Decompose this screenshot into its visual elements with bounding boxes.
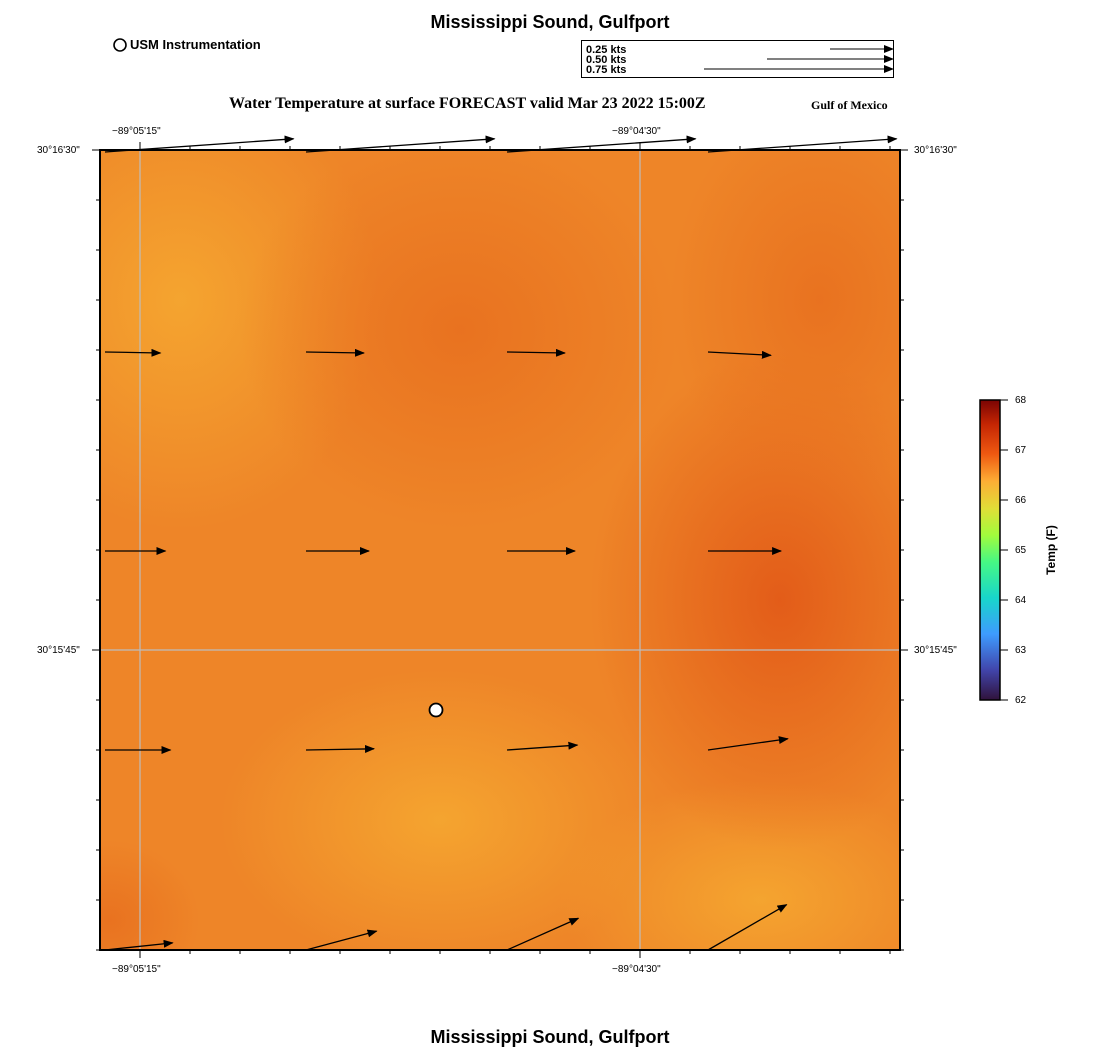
map-subtitle: Water Temperature at surface FORECAST va… xyxy=(229,95,706,112)
lon-tick-bottom-1: −89°05'15" xyxy=(112,964,161,975)
vector-scale-label-3: 0.75 kts xyxy=(586,64,627,76)
colorbar-tick-62: 62 xyxy=(1015,695,1027,706)
vector-scale-label-2: 0.50 kts xyxy=(586,54,627,66)
current-vector-arrow xyxy=(707,904,788,951)
station-legend: USM Instrumentation xyxy=(113,37,261,52)
station-circle-icon xyxy=(113,37,127,52)
colorbar-tick-65: 65 xyxy=(1015,545,1027,556)
footer-title: Mississippi Sound, Gulfport xyxy=(430,1027,670,1047)
lat-tick-right-1: 30°16'30" xyxy=(914,145,957,156)
current-vector-arrow xyxy=(506,917,580,951)
station-legend-label: USM Instrumentation xyxy=(130,37,261,52)
colorbar-tick-67: 67 xyxy=(1015,445,1027,456)
region-label: Gulf of Mexico xyxy=(811,98,888,112)
colorbar-tick-68: 68 xyxy=(1015,395,1027,406)
current-vector-arrow xyxy=(707,350,772,359)
current-vector-arrow xyxy=(707,135,898,153)
temperature-field xyxy=(100,150,900,950)
lat-tick-left-2: 30°15'45" xyxy=(37,645,80,656)
lat-tick-left-1: 30°16'30" xyxy=(37,145,80,156)
current-vectors xyxy=(104,135,898,951)
current-vector-arrow xyxy=(305,929,378,951)
current-vector-arrow xyxy=(104,135,295,153)
lon-tick-bottom-2: −89°04'30" xyxy=(612,964,661,975)
current-vector-arrow xyxy=(707,736,789,751)
colorbar-ticks xyxy=(1000,399,1008,701)
colorbar-tick-66: 66 xyxy=(1015,495,1027,506)
vector-scale-arrows xyxy=(704,45,894,73)
current-vector-arrow xyxy=(506,741,579,751)
station-marker[interactable] xyxy=(428,702,444,718)
colorbar-tick-64: 64 xyxy=(1015,595,1027,606)
lon-tick-top-1: −89°05'15" xyxy=(112,126,161,137)
current-vector-arrow xyxy=(104,348,162,357)
colorbar-tick-63: 63 xyxy=(1015,645,1027,656)
map-title: Mississippi Sound, Gulfport xyxy=(430,12,670,32)
vector-scale-label-1: 0.25 kts xyxy=(586,44,627,56)
lon-tick-top-2: −89°04'30" xyxy=(612,126,661,137)
current-vector-arrow xyxy=(305,135,496,153)
graticule xyxy=(100,150,900,950)
current-vector-arrow xyxy=(104,939,174,951)
current-vector-arrow xyxy=(506,348,566,357)
lat-tick-right-2: 30°15'45" xyxy=(914,645,957,656)
current-vector-arrow xyxy=(305,744,376,753)
current-vector-arrow xyxy=(305,348,365,357)
current-vector-arrow xyxy=(506,135,697,153)
frame-ticks xyxy=(92,142,908,958)
colorbar xyxy=(979,399,1001,701)
